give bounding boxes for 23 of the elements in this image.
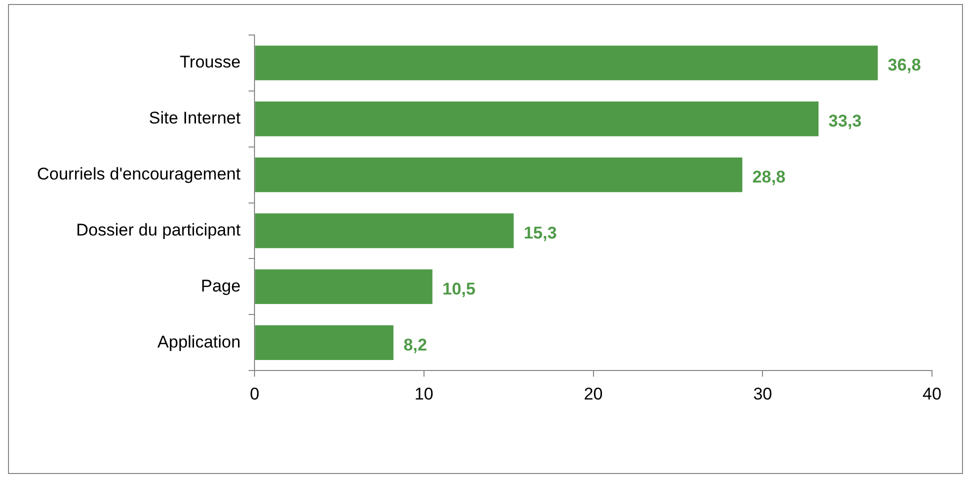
- y-tick-label: Courriels d'encouragement: [37, 164, 241, 184]
- bar: [255, 325, 394, 360]
- y-tick-label: Dossier du participant: [76, 220, 241, 240]
- data-label: 8,2: [403, 335, 428, 354]
- bar: [255, 46, 878, 80]
- x-tick-label: 40: [922, 384, 942, 404]
- bar: [255, 157, 742, 192]
- y-tick-label: Site Internet: [148, 108, 241, 128]
- x-tick-label: 30: [753, 384, 772, 404]
- x-tick-label: 20: [584, 384, 603, 404]
- data-label: 10,5: [442, 279, 476, 298]
- data-label: 36,8: [888, 56, 921, 75]
- bar: [255, 213, 514, 248]
- data-label: 33,3: [828, 112, 862, 131]
- y-tick-label: Trousse: [180, 52, 241, 72]
- y-tick-label: Page: [200, 276, 241, 296]
- x-tick-label: 10: [414, 384, 434, 404]
- bar: [255, 102, 819, 136]
- data-label: 15,3: [524, 223, 557, 242]
- y-tick-label: Application: [157, 332, 241, 352]
- data-label: 28,8: [752, 168, 786, 187]
- bar: [255, 269, 432, 304]
- x-tick-label: 0: [250, 384, 260, 404]
